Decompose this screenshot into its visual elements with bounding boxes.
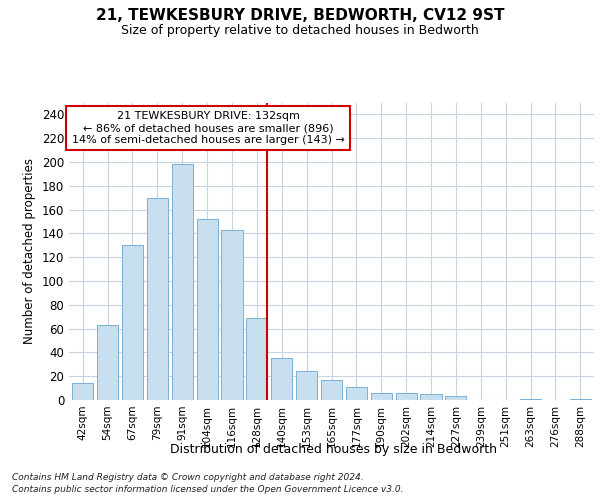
Bar xyxy=(97,325,118,400)
Bar xyxy=(72,384,93,400)
Bar xyxy=(246,318,268,400)
Bar xyxy=(271,358,292,400)
Bar xyxy=(445,396,466,400)
Bar xyxy=(520,399,541,400)
Bar xyxy=(346,387,367,400)
Text: 21, TEWKESBURY DRIVE, BEDWORTH, CV12 9ST: 21, TEWKESBURY DRIVE, BEDWORTH, CV12 9ST xyxy=(96,8,504,22)
Text: Contains public sector information licensed under the Open Government Licence v3: Contains public sector information licen… xyxy=(12,485,404,494)
Bar xyxy=(395,393,417,400)
Text: Distribution of detached houses by size in Bedworth: Distribution of detached houses by size … xyxy=(170,442,497,456)
Bar xyxy=(122,246,143,400)
Bar xyxy=(172,164,193,400)
Bar xyxy=(221,230,242,400)
Bar xyxy=(147,198,168,400)
Bar xyxy=(570,399,591,400)
Y-axis label: Number of detached properties: Number of detached properties xyxy=(23,158,36,344)
Bar xyxy=(371,393,392,400)
Text: Size of property relative to detached houses in Bedworth: Size of property relative to detached ho… xyxy=(121,24,479,37)
Bar xyxy=(421,394,442,400)
Bar xyxy=(296,372,317,400)
Bar xyxy=(197,219,218,400)
Bar xyxy=(321,380,342,400)
Text: 21 TEWKESBURY DRIVE: 132sqm
← 86% of detached houses are smaller (896)
14% of se: 21 TEWKESBURY DRIVE: 132sqm ← 86% of det… xyxy=(71,112,344,144)
Text: Contains HM Land Registry data © Crown copyright and database right 2024.: Contains HM Land Registry data © Crown c… xyxy=(12,472,364,482)
